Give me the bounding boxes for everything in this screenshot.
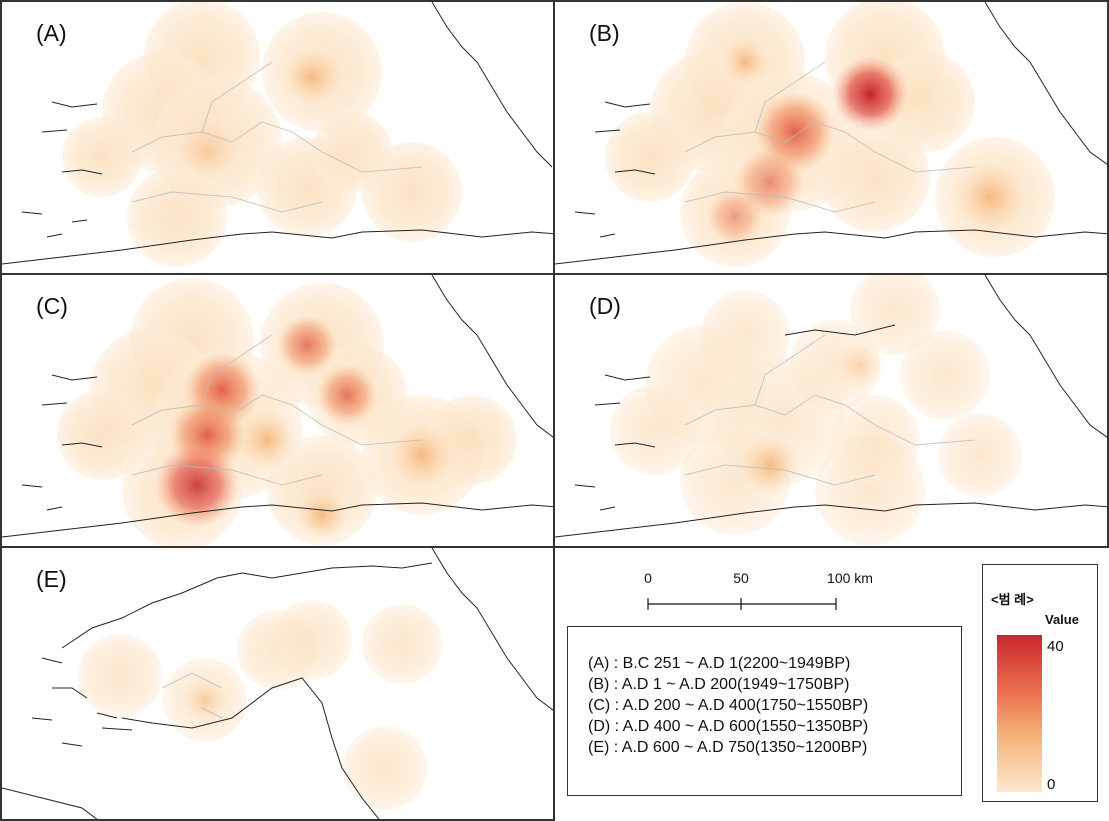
density-map-c	[2, 275, 553, 546]
boundaries-d	[555, 275, 1107, 538]
period-c: (C) : A.D 200 ~ A.D 400(1750~1550BP)	[588, 697, 869, 714]
density-blobs-b	[605, 2, 1055, 267]
admin-lines-e	[161, 672, 223, 719]
admin-lines-d	[684, 334, 976, 486]
panel-label-a: (A)	[36, 20, 67, 46]
panel-label-b: (B)	[589, 20, 620, 46]
map-panel-a: (A)	[0, 0, 555, 275]
density-map-b	[555, 2, 1107, 267]
scale-tick-100: 100 km	[827, 570, 873, 586]
density-blobs-d	[610, 275, 1022, 545]
panel-label-d: (D)	[589, 293, 621, 319]
admin-lines-c	[131, 334, 423, 486]
period-d: (D) : A.D 400 ~ A.D 600(1550~1350BP)	[588, 718, 869, 735]
period-e: (E) : A.D 600 ~ A.D 750(1350~1200BP)	[588, 739, 868, 756]
value-legend: <범 례> Value 40 0	[982, 564, 1098, 802]
panel-label-e: (E)	[36, 566, 67, 592]
density-blobs-a	[62, 2, 462, 267]
panel-label-c: (C)	[36, 293, 68, 319]
scale-tick-50: 50	[733, 570, 749, 586]
scale-bar: 0 50 100 km	[620, 570, 880, 615]
map-panel-b: (B)	[553, 0, 1109, 275]
map-panel-c: (C)	[0, 273, 555, 548]
boundaries-c	[2, 275, 553, 538]
density-map-e	[2, 548, 553, 819]
boundaries-a	[2, 2, 553, 265]
density-blobs-e	[78, 600, 442, 810]
period-b: (B) : A.D 1 ~ A.D 200(1949~1750BP)	[588, 676, 850, 693]
scale-tick-0: 0	[644, 570, 652, 586]
boundaries-b	[555, 2, 1107, 265]
density-blobs-c	[57, 278, 517, 546]
scale-bar-line	[647, 598, 837, 610]
legend-color-ramp	[997, 635, 1042, 792]
boundaries-e	[2, 548, 553, 819]
legend-max-label: 40	[1047, 638, 1064, 655]
density-map-a	[2, 2, 553, 267]
legend-subtitle: Value	[1045, 612, 1079, 627]
period-a: (A) : B.C 251 ~ A.D 1(2200~1949BP)	[588, 655, 851, 672]
admin-lines-b	[684, 61, 976, 213]
map-panel-e: (E)	[0, 546, 555, 821]
legend-min-label: 0	[1047, 776, 1056, 793]
map-panel-d: (D)	[553, 273, 1109, 548]
period-legend: (A) : B.C 251 ~ A.D 1(2200~1949BP) (B) :…	[567, 626, 962, 796]
density-map-d	[555, 275, 1107, 545]
legend-title: <범 례>	[991, 592, 1034, 607]
admin-lines-a	[131, 61, 423, 213]
